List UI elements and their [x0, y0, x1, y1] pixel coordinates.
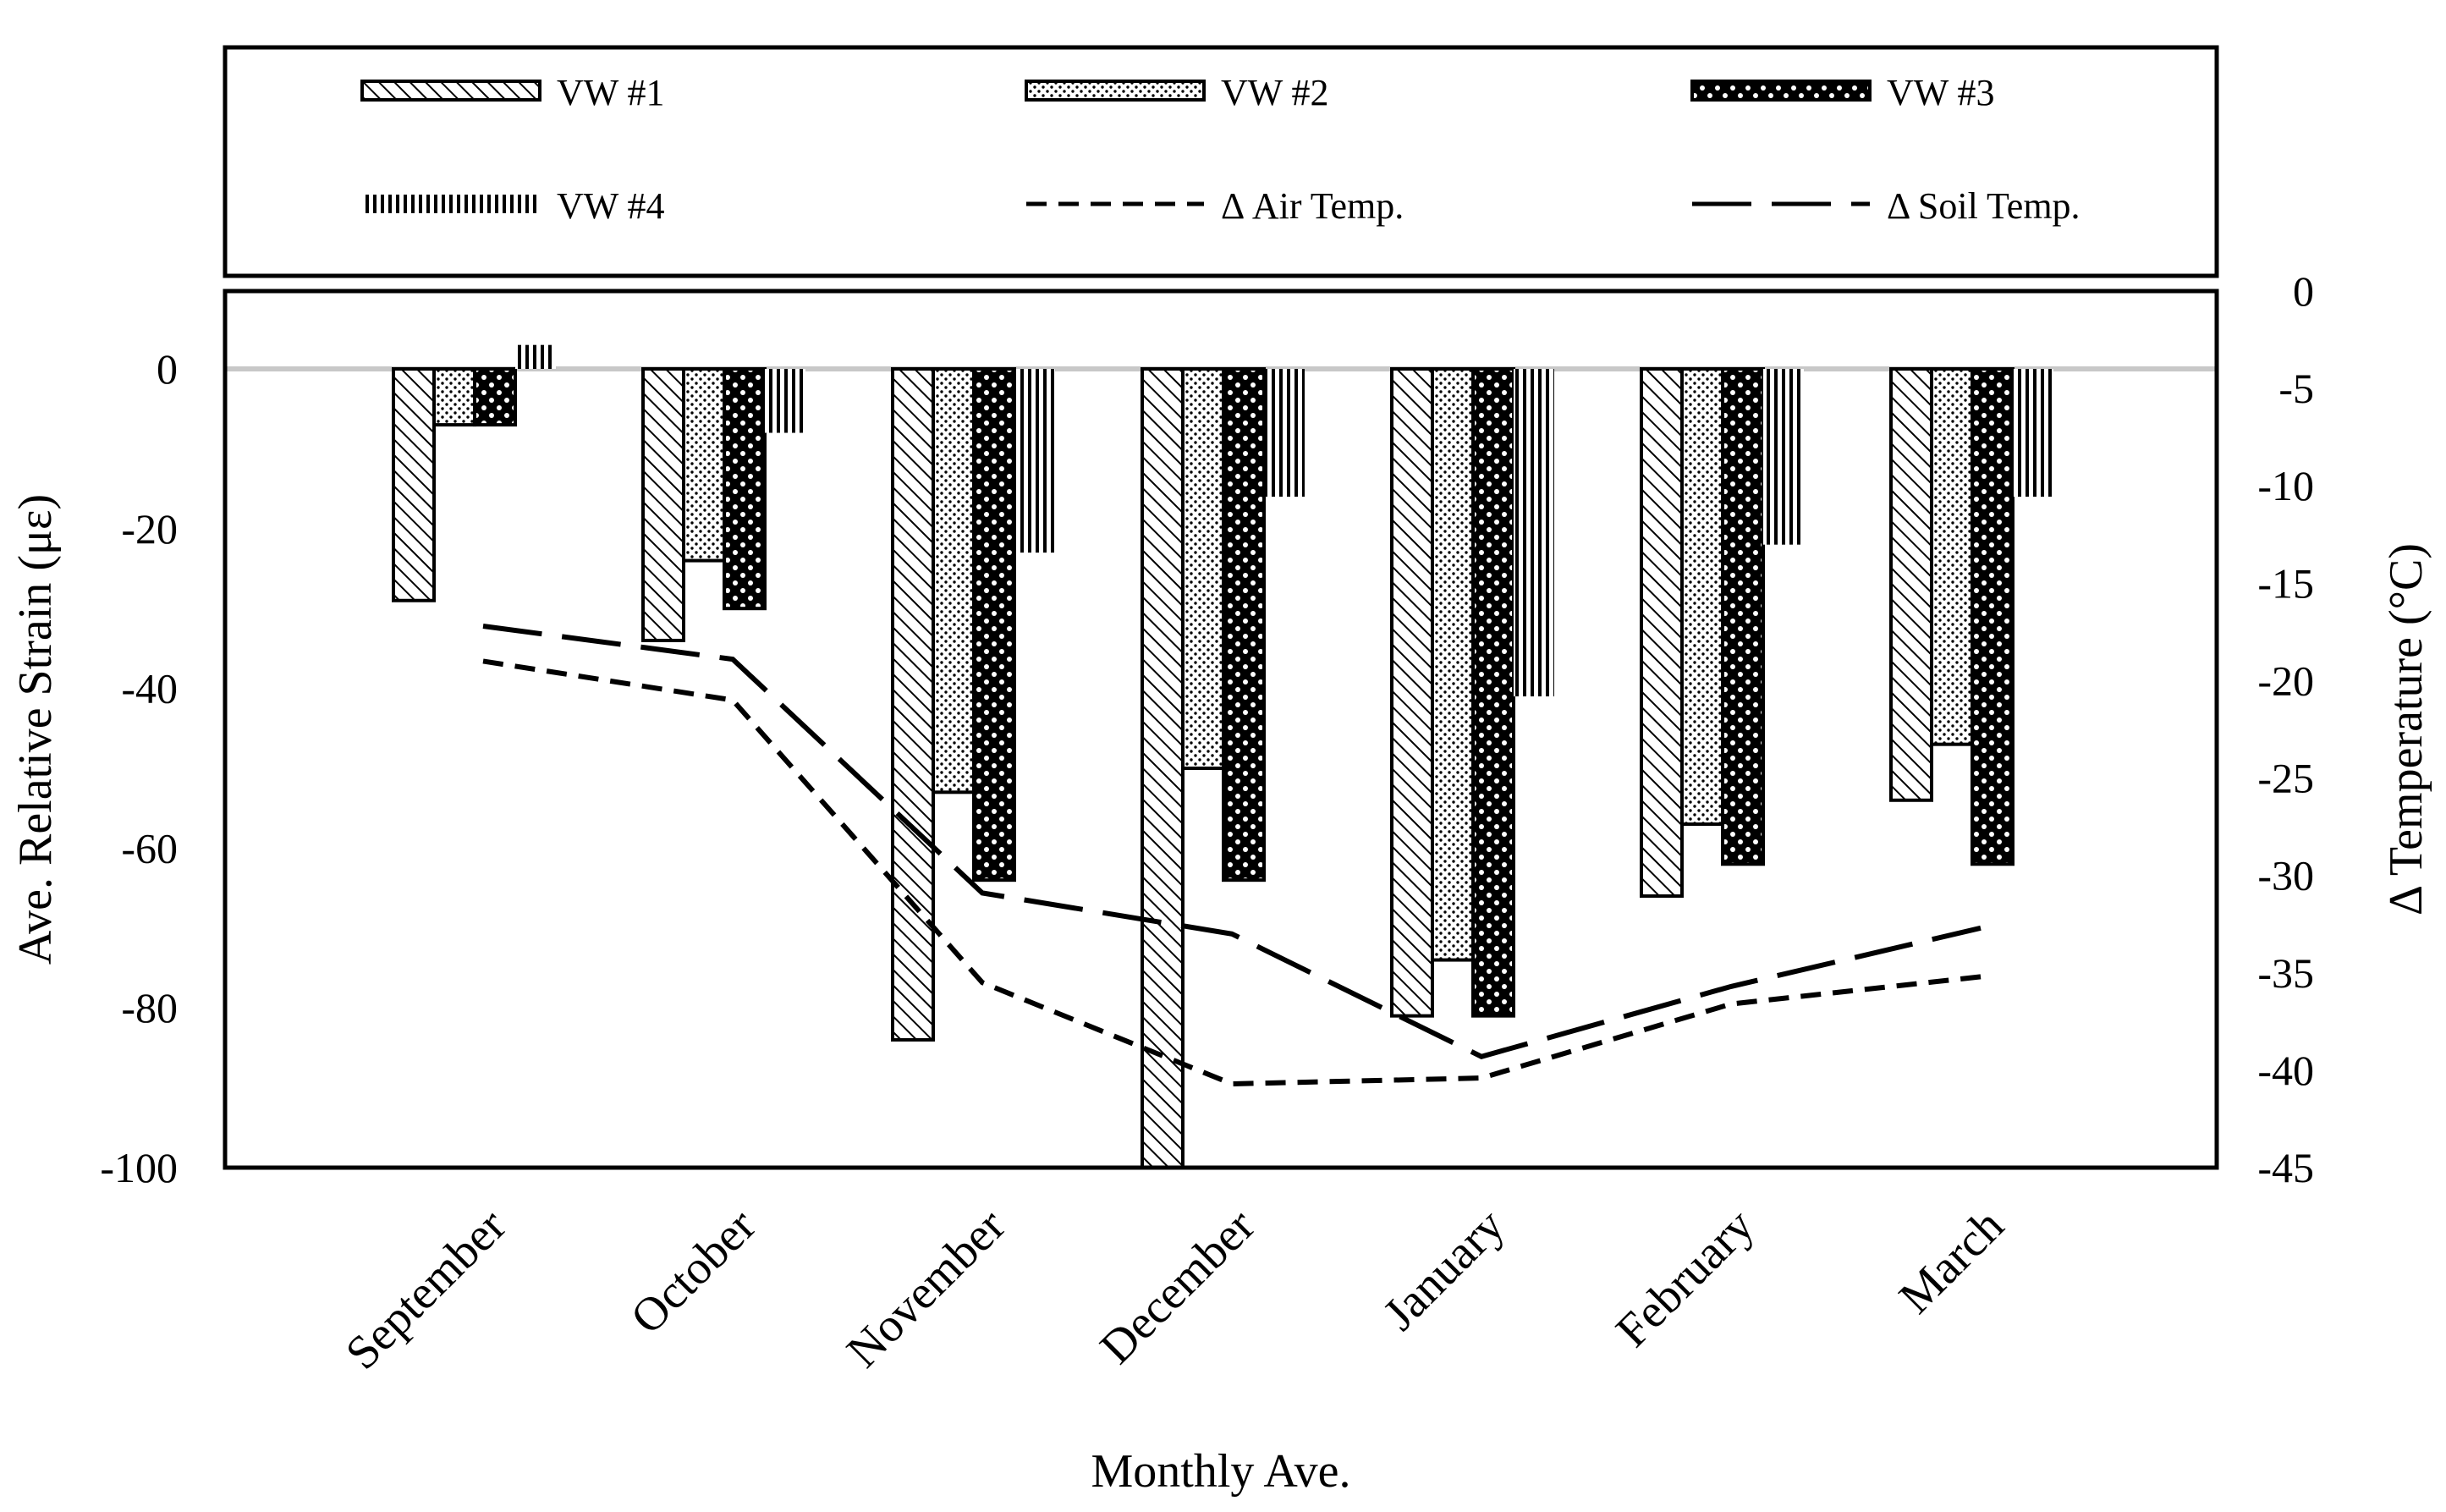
line-soil-temp — [482, 624, 1982, 1059]
y2-tick-label: -30 — [2257, 852, 2314, 899]
bar-vw-4-november — [1014, 369, 1055, 553]
y2-tick-label: -25 — [2257, 755, 2314, 802]
legend-item-air-temp: Δ Air Temp. — [1026, 185, 1404, 227]
bar-vw-3-september — [473, 367, 517, 427]
y2-tick-label: -45 — [2257, 1144, 2314, 1191]
legend-item-vw-2: VW #2 — [1025, 72, 1329, 113]
legend-item-soil-temp: Δ Soil Temp. — [1692, 185, 2080, 227]
bar-vw-2-november — [932, 367, 976, 794]
bar-vw-1-october — [641, 367, 685, 642]
legend-label: VW #2 — [1221, 72, 1329, 113]
bar-vw-1-march — [1889, 367, 1933, 802]
bar-vw-1-february — [1640, 367, 1684, 899]
x-axis: September October November December January F… — [336, 1199, 2014, 1379]
x-tick-label-october: October — [621, 1199, 767, 1344]
bar-vw-3-march — [1971, 367, 2015, 866]
y-tick-label: -80 — [121, 984, 178, 1031]
y2-tick-label: -5 — [2278, 365, 2314, 412]
x-axis-title: Monthly Ave. — [1091, 1445, 1351, 1498]
y2-tick-label: -10 — [2257, 462, 2314, 509]
bar-vw-2-january — [1431, 367, 1475, 962]
y-tick-label: -40 — [121, 665, 178, 712]
bar-vw-3-october — [723, 367, 767, 611]
plot-area — [223, 289, 2219, 1170]
bar-vw-1-december — [1141, 367, 1185, 1169]
bar-vw-4-march — [2013, 369, 2053, 498]
legend-swatch — [362, 195, 540, 213]
bar-vw-4-december — [1264, 369, 1305, 498]
bar-vw-2-october — [682, 367, 726, 563]
legend-swatch — [1025, 80, 1206, 102]
bar-vw-3-february — [1721, 367, 1765, 866]
plot-border — [223, 289, 2219, 1170]
legend-label: VW #3 — [1887, 72, 1995, 113]
legend-label: VW #4 — [557, 185, 665, 227]
legend-swatch — [1690, 80, 1872, 102]
x-tick-label-march: March — [1889, 1199, 2014, 1323]
y2-tick-label: -35 — [2257, 949, 2314, 997]
bar-vw-2-september — [432, 367, 476, 427]
y2-tick-label: -15 — [2257, 559, 2314, 607]
y2-axis-title: Δ Temperature (°C) — [2380, 543, 2432, 915]
bar-vw-1-january — [1390, 367, 1434, 1018]
y-axis-left: 0 -20 -40 -60 -80 -100 — [100, 345, 178, 1191]
x-tick-label-november: November — [837, 1199, 1015, 1377]
y-axis-right: 0 -5 -10 -15 -20 -25 -30 -35 -40 -45 — [2257, 267, 2314, 1191]
y-axis-title: Ave. Relative Strain (με) — [9, 494, 62, 965]
legend-label: Δ Soil Temp. — [1887, 185, 2080, 227]
bar-vw-1-november — [891, 367, 935, 1042]
bar-vw-4-october — [765, 369, 805, 433]
x-tick-label-december: December — [1091, 1199, 1266, 1374]
bar-vw-4-january — [1514, 369, 1554, 697]
x-tick-label-september: September — [336, 1199, 516, 1379]
bar-vw-2-march — [1930, 367, 1974, 746]
bar-vw-2-december — [1181, 367, 1225, 770]
legend: VW #1 VW #2 VW #3 VW #4 Δ Air Temp. Δ Soil Te… — [223, 45, 2219, 278]
bar-vw-4-september — [515, 344, 556, 369]
y2-tick-label: -40 — [2257, 1047, 2314, 1094]
x-tick-label-february: February — [1606, 1199, 1764, 1357]
x-tick-label-january: January — [1373, 1199, 1514, 1340]
y2-tick-label: 0 — [2293, 267, 2314, 315]
y-tick-label: -100 — [100, 1144, 178, 1191]
y-tick-label: -20 — [121, 505, 178, 553]
y-tick-label: -60 — [121, 824, 178, 871]
bar-vw-3-november — [972, 367, 1016, 882]
y2-tick-label: -20 — [2257, 657, 2314, 704]
legend-label: Δ Air Temp. — [1221, 185, 1404, 227]
legend-item-vw-1: VW #1 — [360, 72, 665, 113]
bar-vw-2-february — [1680, 367, 1724, 827]
bar-vw-3-january — [1471, 367, 1515, 1018]
y-tick-label: 0 — [157, 345, 178, 393]
legend-frame — [223, 45, 2219, 278]
bar-vw-1-september — [392, 367, 436, 602]
bar-vw-4-february — [1763, 369, 1804, 545]
legend-item-vw-3: VW #3 — [1690, 72, 1995, 113]
legend-item-vw-4: VW #4 — [362, 185, 665, 227]
legend-swatch — [360, 80, 541, 102]
legend-label: VW #1 — [557, 72, 665, 113]
bar-vw-3-december — [1222, 367, 1266, 882]
